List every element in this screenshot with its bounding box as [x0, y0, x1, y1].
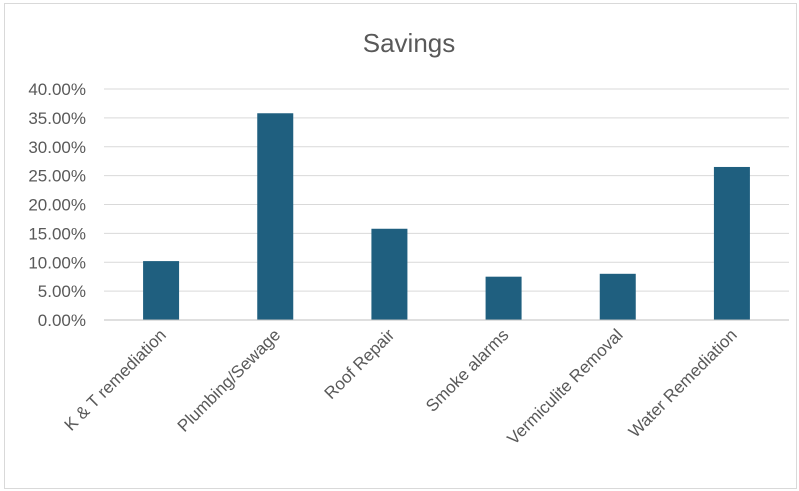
bar	[599, 273, 636, 320]
bar	[371, 228, 408, 320]
y-tick-label: 40.00%	[28, 80, 86, 99]
bar	[485, 276, 522, 320]
y-tick-label: 10.00%	[28, 253, 86, 272]
y-tick-label: 20.00%	[28, 196, 86, 215]
bar	[143, 261, 180, 320]
bar	[257, 113, 294, 320]
chart-title: Savings	[363, 28, 456, 58]
x-category-label: Water Remediation	[625, 325, 741, 441]
x-category-label: K & T remediation	[61, 325, 170, 434]
y-tick-label: 35.00%	[28, 109, 86, 128]
bar	[713, 166, 750, 320]
y-tick-label: 25.00%	[28, 167, 86, 186]
y-tick-label: 30.00%	[28, 138, 86, 157]
x-category-label: Vermiculite Removal	[504, 325, 627, 448]
x-axis-category-labels: K & T remediation Plumbing/Sewage Roof Rep…	[61, 325, 741, 448]
y-tick-label: 0.00%	[38, 311, 86, 330]
y-tick-label: 5.00%	[38, 282, 86, 301]
y-tick-label: 15.00%	[28, 224, 86, 243]
y-axis-tick-labels: 0.00% 5.00% 10.00% 15.00% 20.00% 25.00% 30.00%…	[28, 80, 86, 330]
x-category-label: Plumbing/Sewage	[174, 325, 284, 435]
x-category-label: Smoke alarms	[422, 325, 512, 415]
bars	[143, 113, 750, 320]
x-category-label: Roof Repair	[321, 325, 399, 403]
gridlines	[104, 88, 789, 292]
